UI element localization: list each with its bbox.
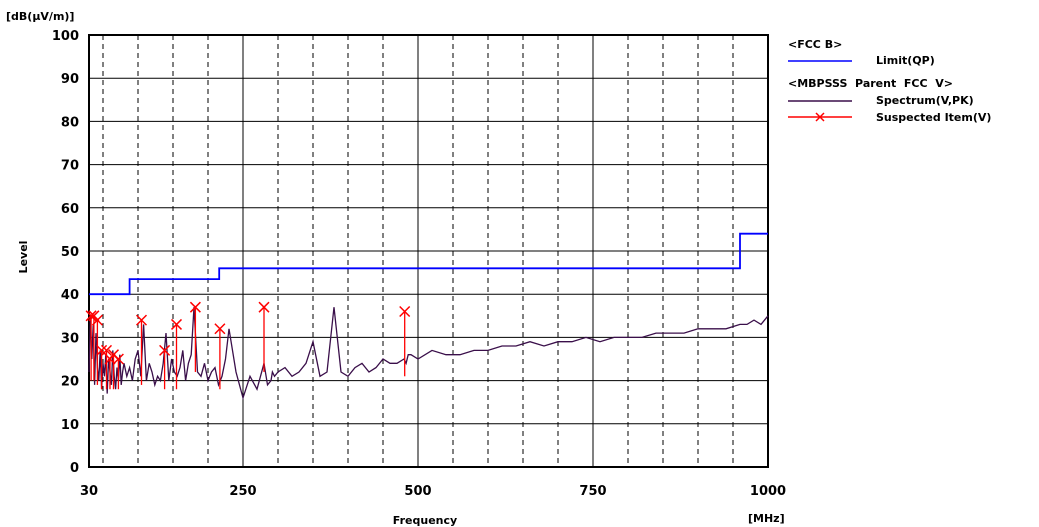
suspected-item-marker: [159, 344, 171, 390]
y-tick-label-70: 70: [61, 159, 79, 174]
suspected-item-x: [112, 353, 124, 365]
y-tick-label-0: 0: [70, 461, 79, 476]
suspected-item-x: [189, 301, 201, 313]
series-line-spectrum: [88, 307, 769, 401]
x-tick-label-750: 750: [579, 484, 606, 499]
x-tick-label-500: 500: [404, 484, 431, 499]
legend-marker-suspected: [815, 112, 825, 122]
x-tick-labels: 30 250 500 750 1000: [80, 484, 786, 499]
x-tick-label-30: 30: [80, 484, 98, 499]
suspected-item-marker: [189, 301, 201, 372]
y-tick-label-60: 60: [61, 202, 79, 217]
suspected-item-x: [170, 318, 183, 330]
suspected-item-x: [258, 301, 270, 313]
suspected-item-marker: [91, 314, 103, 385]
y-tick-label-80: 80: [61, 115, 79, 130]
suspected-item-marker: [258, 301, 270, 372]
suspected-item-marker: [135, 314, 148, 385]
suspected-item-x: [100, 344, 113, 356]
y-tick-label-20: 20: [61, 375, 79, 390]
grid-lines: [89, 35, 768, 467]
legend: <FCC B> Limit(QP) <MBPSSS Parent FCC V> …: [788, 38, 991, 124]
suspected-item-marker: [399, 305, 411, 377]
suspected-item-marker: [100, 344, 113, 390]
suspected-item-x: [135, 314, 148, 326]
suspected-item-marker: [112, 353, 124, 390]
legend-label-suspected: Suspected Item(V): [876, 111, 991, 124]
x-axis-unit: [MHz]: [748, 512, 785, 525]
series-layer: [85, 232, 769, 401]
suspected-item-x: [91, 314, 103, 326]
y-tick-label-100: 100: [52, 29, 79, 44]
y-tick-label-10: 10: [61, 418, 79, 433]
y-tick-labels: 0 10 20 30 40 50 60 70 80 90 100: [52, 29, 79, 476]
suspected-item-marker: [170, 318, 183, 390]
legend-heading-fcc-b: <FCC B>: [788, 38, 842, 51]
legend-heading-parent: <MBPSSS Parent FCC V>: [788, 77, 953, 90]
legend-label-limit: Limit(QP): [876, 54, 935, 67]
suspected-item-x: [159, 344, 171, 356]
y-tick-label-40: 40: [61, 288, 79, 303]
suspected-item-marker: [214, 323, 226, 390]
series-line-limit: [89, 232, 768, 296]
suspected-item-marker: [96, 344, 108, 390]
suspected-item-x: [214, 323, 226, 335]
x-tick-label-250: 250: [229, 484, 256, 499]
y-tick-label-90: 90: [61, 72, 79, 87]
x-tick-label-1000: 1000: [750, 484, 786, 499]
legend-label-spectrum: Spectrum(V,PK): [876, 94, 974, 107]
plot-area-frame: [88, 34, 769, 468]
y-tick-label-30: 30: [61, 331, 79, 346]
x-axis-label: Frequency: [393, 514, 457, 527]
y-axis-label: Level: [17, 241, 30, 274]
y-axis-unit: [dB(μV/m)]: [6, 10, 74, 23]
suspected-item-x: [96, 344, 108, 356]
suspected-item-x: [399, 305, 411, 318]
y-tick-label-50: 50: [61, 245, 79, 260]
